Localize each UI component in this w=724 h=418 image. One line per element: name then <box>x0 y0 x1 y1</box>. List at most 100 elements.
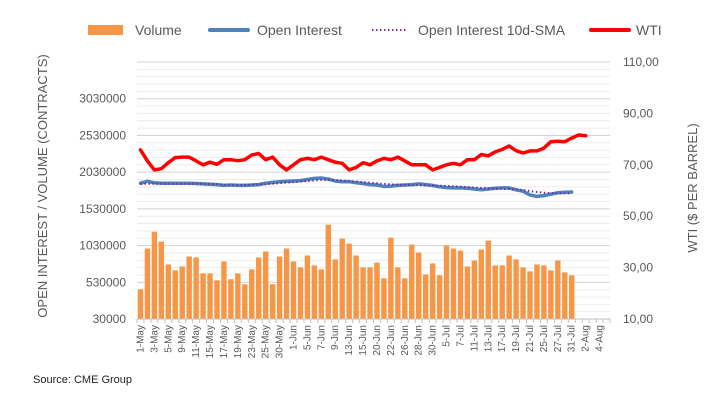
x-axis: 1-May 3-May 5-May 9-May 11-May 15-May 17-May 19… <box>135 318 611 358</box>
volume-bar <box>527 271 533 319</box>
volume-bar <box>207 273 213 319</box>
volume-bar <box>325 224 331 319</box>
volume-bar <box>416 252 422 319</box>
left-tick-label: 2030000 <box>79 165 126 179</box>
volume-bar <box>353 255 359 319</box>
x-tick-label: 19-Jul <box>511 325 522 352</box>
legend-item-volume[interactable]: Volume <box>88 22 182 38</box>
left-tick-label: 30000 <box>93 312 127 326</box>
left-tick-label: 1530000 <box>79 202 126 216</box>
volume-bar <box>402 278 408 319</box>
volume-bar <box>311 265 318 319</box>
x-tick-label: 25-Jul <box>539 325 550 352</box>
x-tick-label: 2-Aug <box>581 325 592 352</box>
volume-bar <box>221 261 227 319</box>
x-tick-label: 31-Jul <box>567 325 578 352</box>
volume-bar <box>186 256 192 319</box>
volume-bar <box>548 270 554 319</box>
x-tick-label: 15-May <box>205 325 216 358</box>
right-tick-label: 50,00 <box>623 209 653 223</box>
legend-swatch <box>88 25 123 35</box>
left-tick-label: 2530000 <box>79 128 126 142</box>
volume-bar <box>478 249 485 319</box>
x-tick-label: 30-Jun <box>428 325 439 356</box>
volume-bar <box>562 272 568 319</box>
x-tick-label: 9-May <box>177 325 188 353</box>
x-tick-label: 22-Jun <box>386 325 397 356</box>
volume-bar <box>228 279 234 319</box>
x-tick-label: 5-Jul <box>442 325 453 347</box>
volume-bar <box>151 231 158 319</box>
volume-bar <box>318 269 325 319</box>
x-tick-label: 3-May <box>149 325 160 353</box>
volume-bar <box>513 259 519 319</box>
x-tick-label: 1-May <box>135 325 146 353</box>
left-axis-title: OPEN INTEREST / VOLUME (CONTRACTS) <box>35 54 50 317</box>
volume-bars <box>137 224 575 319</box>
x-tick-label: 15-Jun <box>358 325 369 356</box>
volume-bar <box>506 255 512 319</box>
volume-bar <box>214 280 220 319</box>
volume-bar <box>158 241 165 319</box>
right-tick-label: 30,00 <box>623 261 653 275</box>
legend: Volume Open Interest Open Interest 10d-SMA… <box>88 22 662 38</box>
volume-bar <box>395 267 401 319</box>
right-tick-label: 110,00 <box>623 55 659 69</box>
volume-bar <box>360 267 366 319</box>
x-tick-label: 21-Jul <box>525 325 536 352</box>
right-tick-label: 70,00 <box>623 158 653 172</box>
volume-bar <box>381 278 387 319</box>
volume-bar <box>269 284 276 319</box>
volume-bar <box>346 243 352 319</box>
x-tick-label: 30-May <box>275 325 286 358</box>
x-tick-label: 20-Jun <box>372 325 383 356</box>
x-tick-label: 11-May <box>191 325 202 358</box>
volume-bar <box>520 267 526 319</box>
volume-bar <box>464 266 471 319</box>
volume-bar <box>457 250 464 319</box>
x-tick-label: 13-Jul <box>483 325 494 352</box>
volume-bar <box>374 262 380 319</box>
x-tick-label: 4-Aug <box>595 325 606 352</box>
x-tick-label: 7-Jun <box>316 325 327 350</box>
volume-bar <box>242 284 248 319</box>
volume-bar <box>193 257 199 319</box>
x-tick-label: 25-May <box>261 325 272 358</box>
line-series <box>138 133 588 199</box>
volume-bar <box>144 248 151 319</box>
volume-bar <box>429 263 436 319</box>
legend-label: WTI <box>636 22 662 38</box>
x-tick-label: 17-Jul <box>497 325 508 352</box>
legend-item-wti[interactable]: WTI <box>589 22 662 38</box>
left-tick-label: 530000 <box>86 275 126 289</box>
volume-bar <box>450 248 457 319</box>
right-axis: 10,00 30,00 50,00 70,00 90,00 110,00 <box>623 55 659 326</box>
x-tick-label: 11-Jul <box>469 325 480 352</box>
legend-item-open-interest[interactable]: Open Interest <box>208 22 342 38</box>
right-tick-label: 90,00 <box>623 106 653 120</box>
volume-bar <box>569 275 575 319</box>
volume-bar <box>200 273 206 319</box>
x-tick-label: 7-Jul <box>455 325 466 347</box>
right-axis-title: WTI ($ PER BARREL) <box>685 123 700 252</box>
source-note: Source: CME Group <box>33 374 133 386</box>
gridlines <box>137 61 610 320</box>
volume-bar <box>534 264 540 319</box>
volume-bar <box>283 248 290 319</box>
volume-bar <box>297 267 304 319</box>
wti-line <box>138 133 588 172</box>
x-tick-label: 17-May <box>219 325 230 358</box>
x-tick-label: 28-Jun <box>414 325 425 356</box>
volume-bar <box>492 265 498 319</box>
volume-bar <box>172 270 178 319</box>
volume-bar <box>276 256 283 319</box>
legend-label: Volume <box>135 22 182 38</box>
volume-bar <box>235 273 241 319</box>
legend-item-open-interest-10d-sma[interactable]: Open Interest 10d-SMA <box>372 22 566 38</box>
open-interest-line <box>138 176 574 199</box>
volume-bar <box>409 244 415 319</box>
legend-label: Open Interest 10d-SMA <box>418 22 566 38</box>
x-tick-label: 13-Jun <box>344 325 355 356</box>
volume-bar <box>339 238 345 319</box>
